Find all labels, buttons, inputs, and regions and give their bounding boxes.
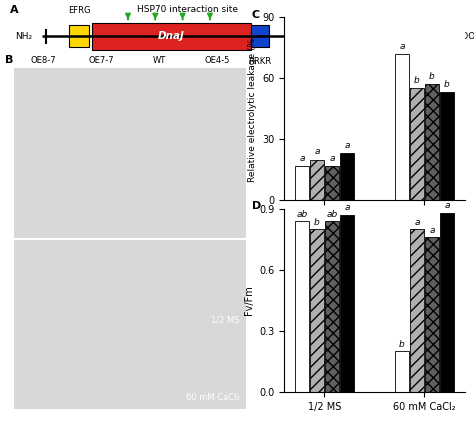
Text: NH₂: NH₂ [15,32,32,41]
Bar [340,215,354,392]
Bar [325,221,339,392]
Bar [251,25,269,47]
Text: HSP70 interaction site: HSP70 interaction site [137,6,237,14]
Text: EFRG: EFRG [68,6,91,15]
Text: b: b [314,218,320,227]
Text: a: a [429,226,435,235]
Bar [440,92,454,200]
Y-axis label: Fv/Fm: Fv/Fm [244,285,254,315]
Text: a: a [329,153,335,163]
Text: OE4-5: OE4-5 [205,56,230,65]
Text: COOH: COOH [456,32,474,41]
Bar [325,166,339,200]
Text: b: b [414,76,420,85]
Text: a: a [344,203,350,213]
Text: C: C [252,10,260,20]
Text: A: A [9,6,18,15]
Bar [69,25,89,47]
Bar [410,88,424,200]
Text: a: a [399,42,405,51]
Bar [295,166,309,200]
Bar [440,213,454,392]
Bar [395,351,409,392]
Text: D: D [252,201,261,211]
Text: ab: ab [326,210,337,219]
Bar [91,23,251,50]
Text: WT: WT [153,56,166,65]
Text: a: a [314,147,319,156]
Text: 1/2 MS: 1/2 MS [211,316,239,325]
Bar [425,237,439,392]
Text: a: a [444,201,450,210]
Text: OE7-7: OE7-7 [89,56,114,65]
Bar [425,84,439,200]
Text: a: a [344,141,350,150]
Text: B: B [5,55,13,65]
Text: a: a [414,218,420,227]
Text: OE8-7: OE8-7 [30,56,56,65]
Bar [295,221,309,392]
Bar [310,159,324,200]
Text: b: b [399,340,405,349]
Bar [340,153,354,200]
Text: DnaJ: DnaJ [158,32,185,41]
Text: b: b [429,72,435,81]
Text: a: a [299,153,305,163]
Text: b: b [444,80,450,89]
Text: RRKR: RRKR [248,58,272,66]
Text: ab: ab [296,210,308,219]
Text: 60 mM CaCl₂: 60 mM CaCl₂ [186,393,239,402]
Y-axis label: Relative electrolytic leakage (%): Relative electrolytic leakage (%) [248,35,257,182]
Bar [395,54,409,200]
Bar [310,229,324,392]
Bar [410,229,424,392]
